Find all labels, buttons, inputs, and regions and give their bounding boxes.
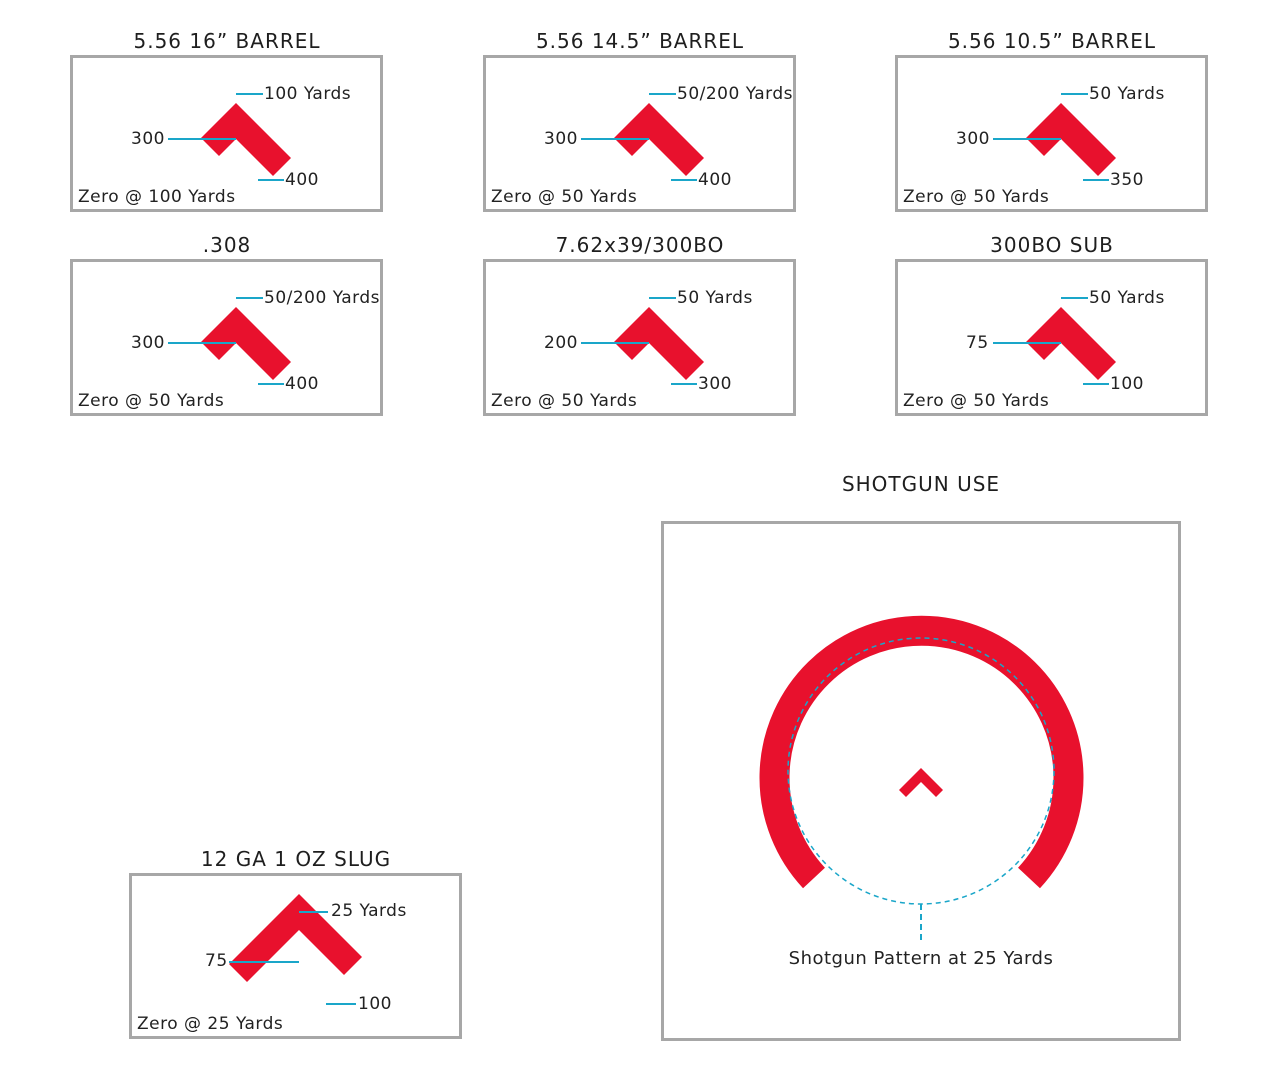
top-range-label: 50 Yards <box>1089 84 1165 104</box>
mid-range-label: 75 <box>205 951 228 971</box>
chevron-reticle-icon <box>993 93 1116 181</box>
reticle-panel-556-16: 100 Yards 300 400 Zero @ 100 Yards <box>70 55 383 212</box>
top-range-label: 50 Yards <box>1089 288 1165 308</box>
chevron-reticle-icon <box>168 93 291 181</box>
reticle-panel-12ga-slug: 25 Yards 75 100 Zero @ 25 Yards <box>129 873 462 1039</box>
panel-title: 5.56 14.5” BARREL <box>535 29 745 53</box>
mid-range-label: 300 <box>131 129 165 149</box>
chevron-reticle-icon <box>168 297 291 385</box>
panel-title: 300BO SUB <box>990 233 1114 257</box>
reticle-panel-308: 50/200 Yards 300 400 Zero @ 50 Yards <box>70 259 383 416</box>
shotgun-pattern-label: Shotgun Pattern at 25 Yards <box>788 948 1054 969</box>
shotgun-panel: Shotgun Pattern at 25 Yards <box>661 521 1181 1041</box>
top-range-label: 25 Yards <box>331 901 407 921</box>
zero-label: Zero @ 50 Yards <box>903 391 1050 411</box>
bottom-range-label: 100 <box>1110 374 1144 394</box>
panel-title: 5.56 10.5” BARREL <box>947 29 1157 53</box>
reticle-panel-556-105: 50 Yards 300 350 Zero @ 50 Yards <box>895 55 1208 212</box>
mid-range-label: 300 <box>544 129 578 149</box>
zero-label: Zero @ 100 Yards <box>78 187 236 207</box>
bottom-range-label: 350 <box>1110 170 1144 190</box>
chevron-reticle-icon <box>993 297 1116 385</box>
bottom-range-label: 400 <box>285 170 319 190</box>
mid-range-label: 200 <box>544 333 578 353</box>
zero-label: Zero @ 25 Yards <box>137 1014 284 1034</box>
bottom-range-label: 400 <box>698 170 732 190</box>
reticle-panel-762x39: 50 Yards 200 300 Zero @ 50 Yards <box>483 259 796 416</box>
chevron-reticle-icon <box>581 297 704 385</box>
bottom-range-label: 300 <box>698 374 732 394</box>
chevron-reticle-icon <box>229 894 362 1005</box>
panel-title: .308 <box>202 233 252 257</box>
top-range-label: 50/200 Yards <box>264 288 381 308</box>
shotgun-title: SHOTGUN USE <box>841 472 1001 496</box>
zero-label: Zero @ 50 Yards <box>491 391 638 411</box>
panel-title: 5.56 16” BARREL <box>133 29 321 53</box>
reticle-panel-556-145: 50/200 Yards 300 400 Zero @ 50 Yards <box>483 55 796 212</box>
top-range-label: 100 Yards <box>264 84 352 104</box>
bottom-range-label: 400 <box>285 374 319 394</box>
zero-label: Zero @ 50 Yards <box>491 187 638 207</box>
zero-label: Zero @ 50 Yards <box>903 187 1050 207</box>
reticle-panel-300bo-sub: 50 Yards 75 100 Zero @ 50 Yards <box>895 259 1208 416</box>
top-range-label: 50/200 Yards <box>677 84 794 104</box>
zero-label: Zero @ 50 Yards <box>78 391 225 411</box>
shotgun-ring-reticle-icon <box>759 615 1084 944</box>
chevron-reticle-icon <box>581 93 704 181</box>
mid-range-label: 75 <box>966 333 989 353</box>
mid-range-label: 300 <box>956 129 990 149</box>
panel-title: 12 GA 1 OZ SLUG <box>200 847 392 871</box>
bottom-range-label: 100 <box>358 994 392 1014</box>
panel-title: 7.62x39/300BO <box>555 233 725 257</box>
mid-range-label: 300 <box>131 333 165 353</box>
top-range-label: 50 Yards <box>677 288 753 308</box>
